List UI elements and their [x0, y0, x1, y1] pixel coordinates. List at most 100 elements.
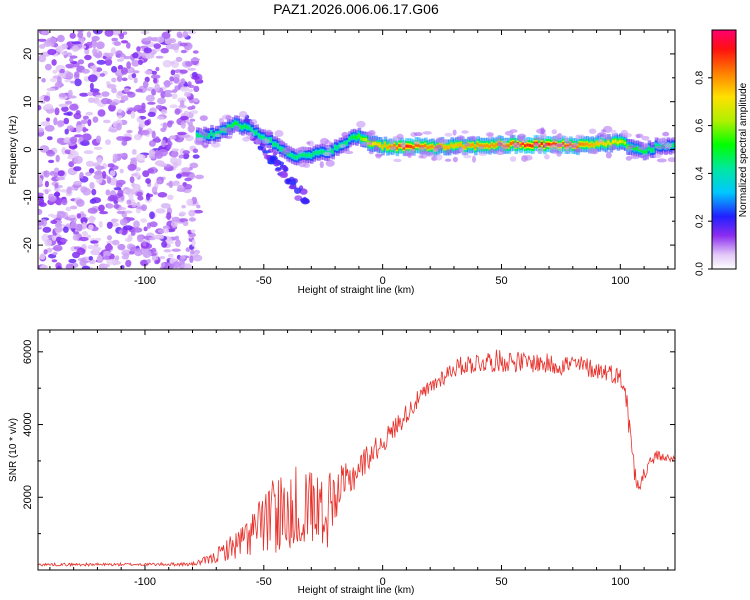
ridge-halo: [605, 152, 612, 159]
noise-speckle: [170, 38, 176, 44]
noise-speckle: [65, 72, 74, 80]
ridge-cell: [262, 135, 267, 139]
noise-speckle: [108, 194, 118, 202]
ridge-cell: [272, 142, 276, 146]
noise-speckle: [78, 236, 89, 242]
ridge-halo: [396, 133, 404, 140]
ridge-halo: [533, 142, 540, 147]
noise-speckle: [135, 88, 143, 93]
ridge-cell: [478, 144, 483, 148]
ridge-cell: [583, 142, 587, 146]
noise-speckle: [40, 121, 51, 127]
noise-speckle: [51, 214, 58, 219]
noise-speckle: [103, 255, 110, 261]
noise-speckle: [39, 253, 46, 260]
noise-speckle: [154, 83, 161, 92]
noise-speckle: [70, 136, 78, 144]
noise-speckle: [186, 198, 194, 206]
ridge-cell: [493, 144, 497, 148]
noise-speckle: [182, 31, 189, 38]
noise-speckle: [173, 77, 180, 84]
noise-speckle: [180, 49, 187, 54]
noise-speckle: [113, 41, 122, 46]
ridge-cell: [198, 134, 202, 138]
noise-speckle: [91, 64, 98, 73]
noise-speckle: [86, 234, 91, 239]
ridge-cell: [509, 142, 514, 145]
colorbar-tick-label: 0.4: [695, 166, 706, 180]
noise-speckle: [149, 221, 158, 228]
ridge-halo: [548, 144, 558, 152]
noise-speckle: [171, 248, 181, 252]
ridge-cell: [314, 150, 319, 154]
noise-speckle: [131, 149, 137, 155]
noise-speckle: [92, 41, 97, 49]
noise-speckle: [81, 45, 87, 49]
ridge-halo: [435, 137, 445, 144]
ridge-halo: [294, 147, 304, 154]
noise-speckle: [149, 211, 155, 220]
noise-speckle: [154, 260, 160, 265]
noise-speckle: [126, 42, 131, 49]
noise-speckle: [156, 36, 165, 43]
ridge-halo: [373, 144, 379, 151]
noise-speckle: [180, 115, 189, 121]
snr-panel: -100 -50 0 50 100 2000 4000 6000 Height of stra…: [8, 329, 676, 596]
ridge-cell: [652, 148, 656, 152]
spectrogram-heatmap: [38, 30, 675, 269]
noise-speckle: [127, 234, 133, 242]
ridge-cell: [331, 149, 335, 153]
ridge-halo: [496, 137, 501, 144]
ridge-halo: [319, 161, 324, 169]
noise-speckle: [64, 79, 71, 83]
ridge-halo: [539, 132, 547, 139]
noise-speckle: [117, 189, 124, 198]
noise-speckle: [123, 225, 133, 231]
noise-speckle: [98, 204, 105, 212]
noise-speckle: [160, 203, 171, 209]
noise-speckle: [38, 104, 42, 111]
ridge-cell: [388, 145, 393, 148]
ridge-cell: [333, 145, 338, 149]
ridge-cell: [298, 154, 302, 158]
noise-speckle: [65, 263, 74, 269]
ridge-cell: [645, 150, 649, 153]
ridge-cell: [210, 131, 214, 135]
ridge-cell: [352, 135, 357, 139]
spectrogram-ridge: [194, 111, 675, 169]
noise-speckle: [55, 176, 66, 181]
ridge-cell: [226, 125, 231, 129]
noise-speckle: [106, 259, 116, 265]
noise-speckle: [53, 188, 61, 192]
ridge-halo: [218, 117, 224, 124]
noise-speckle: [120, 95, 129, 102]
noise-speckle: [73, 180, 83, 186]
noise-speckle: [119, 56, 125, 61]
ridge-halo: [402, 153, 412, 157]
noise-speckle: [143, 226, 148, 232]
ridge-halo: [536, 146, 544, 154]
noise-speckle: [171, 93, 178, 100]
noise-speckle: [177, 184, 185, 192]
noise-speckle: [151, 130, 156, 139]
ridge-cell: [231, 123, 236, 127]
ridge-halo: [488, 148, 496, 153]
noise-speckle: [192, 154, 200, 159]
ridge-halo: [413, 140, 421, 145]
noise-speckle: [190, 58, 201, 62]
noise-speckle: [128, 193, 134, 200]
noise-speckle: [176, 173, 182, 179]
noise-speckle: [141, 102, 146, 110]
noise-speckle: [184, 91, 191, 97]
noise-speckle: [157, 162, 168, 167]
ridge-cell: [526, 143, 530, 147]
noise-speckle: [167, 194, 174, 200]
noise-speckle: [92, 116, 99, 123]
noise-speckle: [96, 255, 104, 264]
ridge-halo: [587, 147, 598, 154]
noise-speckle: [194, 174, 204, 180]
noise-speckle: [141, 37, 152, 42]
noise-speckle: [154, 235, 163, 239]
ridge-halo: [635, 133, 644, 138]
ridge-cell: [519, 143, 523, 147]
